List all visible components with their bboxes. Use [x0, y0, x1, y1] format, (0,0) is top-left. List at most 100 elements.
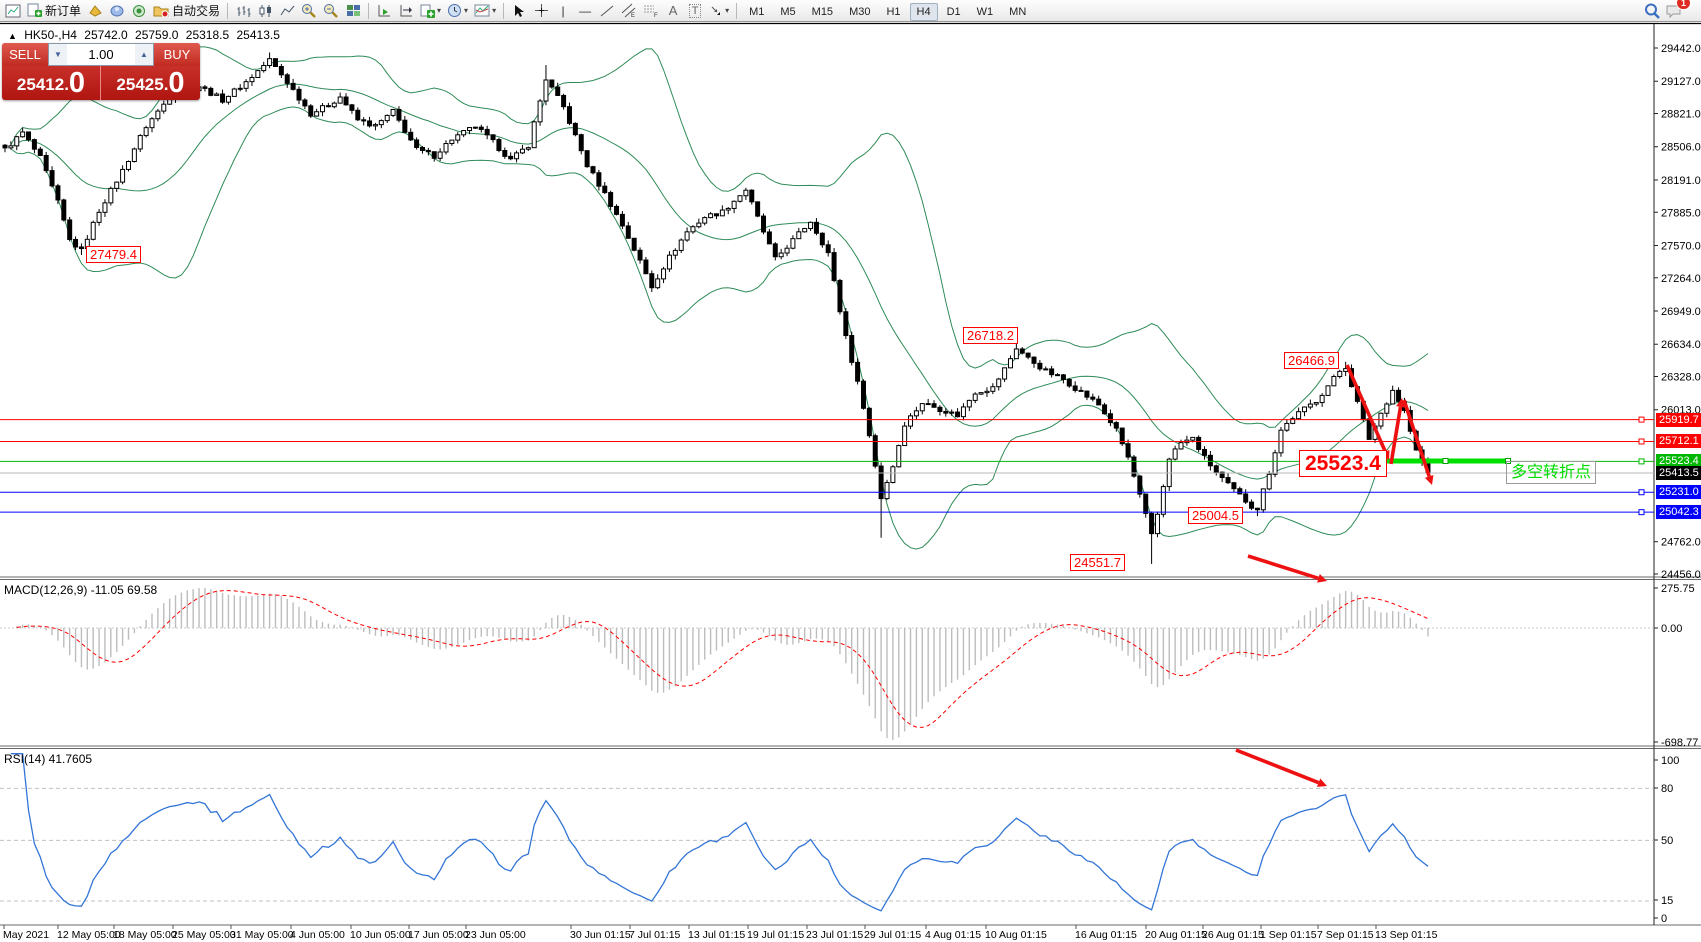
trend-arrow[interactable] — [1402, 399, 1431, 478]
buy-price[interactable]: 25425. 0 — [116, 67, 185, 99]
trend-arrow[interactable] — [1389, 406, 1403, 465]
svg-text:50: 50 — [1661, 835, 1673, 847]
new-order-button[interactable]: 新订单 — [24, 1, 84, 21]
svg-text:May 2021: May 2021 — [3, 929, 49, 941]
svg-text:15: 15 — [1661, 895, 1673, 907]
indicators-icon — [420, 4, 436, 18]
search-icon[interactable] — [1641, 1, 1663, 21]
line-handle[interactable] — [1638, 416, 1645, 423]
price-label[interactable]: 26718.2 — [963, 327, 1018, 344]
timeframe-H4[interactable]: H4 — [909, 2, 938, 21]
volume-increase-button[interactable]: ▲ — [135, 44, 153, 65]
line-chart-icon[interactable] — [276, 1, 298, 21]
fibonacci-icon[interactable]: F — [640, 1, 662, 21]
trendline-icon[interactable] — [596, 1, 618, 21]
timeframe-M15[interactable]: M15 — [811, 5, 834, 18]
autotrade-button[interactable]: 自动交易 — [150, 1, 223, 21]
cursor-icon[interactable] — [508, 1, 530, 21]
autotrade-icon — [153, 6, 169, 17]
trend-arrow[interactable] — [1235, 748, 1320, 785]
crosshair-icon[interactable] — [530, 1, 552, 21]
notification-badge: 1 — [1675, 0, 1691, 10]
svg-text:29127.0: 29127.0 — [1661, 76, 1701, 88]
timeframe-M5[interactable]: M5 — [780, 5, 796, 18]
price-line-tag: 25919.7 — [1656, 412, 1701, 427]
chart-ohlc-header: ▲ HK50-,H4 25742.0 25759.0 25318.5 25413… — [8, 28, 284, 42]
svg-text:28506.0: 28506.0 — [1661, 142, 1701, 154]
chart-shift-icon[interactable] — [395, 1, 417, 21]
volume-value[interactable]: 1.00 — [88, 47, 114, 62]
svg-text:E: E — [631, 13, 635, 18]
zoom-out-icon[interactable] — [320, 1, 342, 21]
data-window-icon[interactable] — [106, 1, 128, 21]
price-line-tag: 25523.4 — [1656, 454, 1701, 469]
price-label[interactable]: 26466.9 — [1284, 352, 1339, 369]
timeframe-W1[interactable]: W1 — [976, 5, 994, 18]
ohlc-low: 25318.5 — [185, 28, 230, 42]
navigator-icon[interactable] — [128, 1, 150, 21]
current-price-tag: 25413.5 — [1656, 465, 1701, 480]
price-label[interactable]: 25523.4 — [1299, 450, 1387, 477]
macd-pane-label: MACD(12,26,9) -11.05 69.58 — [4, 583, 158, 597]
svg-text:29 Jul 01:15: 29 Jul 01:15 — [864, 929, 921, 941]
periods-button[interactable]: ▾ — [444, 1, 471, 21]
svg-text:10 Jun 05:00: 10 Jun 05:00 — [350, 929, 411, 941]
timeframe-MN[interactable]: MN — [1009, 5, 1027, 18]
timeframe-D1[interactable]: D1 — [946, 5, 961, 18]
line-handle[interactable] — [1638, 509, 1645, 516]
periods-icon — [448, 4, 462, 17]
buy-button[interactable]: BUY — [154, 43, 200, 66]
ohlc-high: 25759.0 — [135, 28, 179, 42]
price-label[interactable]: 27479.4 — [86, 246, 141, 263]
svg-text:24762.0: 24762.0 — [1661, 537, 1701, 549]
timeframe-H1[interactable]: H1 — [886, 5, 901, 18]
annotation-note[interactable]: 多空转折点 — [1506, 461, 1597, 484]
sell-button[interactable]: SELL — [2, 43, 48, 66]
svg-text:13 Jul 01:15: 13 Jul 01:15 — [688, 929, 745, 941]
vertical-line-icon[interactable]: | — [561, 3, 565, 18]
trend-arrow[interactable] — [1345, 364, 1388, 453]
volume-decrease-button[interactable]: ▼ — [49, 44, 67, 65]
auto-scroll-icon[interactable] — [373, 1, 395, 21]
toolbar-separator — [227, 2, 229, 19]
toolbar-separator — [368, 2, 370, 19]
text-label-icon[interactable]: T — [684, 1, 706, 21]
candlestick-chart-icon[interactable] — [254, 1, 276, 21]
timeframe-M30[interactable]: M30 — [849, 5, 871, 18]
price-label[interactable]: 25004.5 — [1188, 507, 1243, 524]
collapse-panel-icon[interactable]: ▲ — [8, 31, 17, 41]
line-handle[interactable] — [1638, 489, 1645, 496]
shapes-button[interactable]: ▾ — [706, 1, 732, 21]
svg-text:7 Jul 01:15: 7 Jul 01:15 — [629, 929, 681, 941]
svg-text:23 Jun 05:00: 23 Jun 05:00 — [465, 929, 526, 941]
horizontal-line-icon[interactable]: — — [579, 3, 592, 18]
symbol-period: HK50-,H4 — [24, 28, 77, 42]
text-icon[interactable]: A — [668, 3, 678, 18]
svg-text:12 May 05:00: 12 May 05:00 — [57, 929, 121, 941]
price-line-tag: 25231.0 — [1656, 485, 1701, 500]
trend-arrow[interactable] — [1247, 554, 1319, 581]
svg-text:16 Aug 01:15: 16 Aug 01:15 — [1075, 929, 1137, 941]
bars-chart-icon[interactable] — [232, 1, 254, 21]
line-handle[interactable] — [1638, 458, 1645, 465]
shapes-icon — [711, 6, 721, 15]
zoom-in-icon[interactable] — [298, 1, 320, 21]
notifications-icon[interactable]: 1 — [1663, 0, 1691, 21]
tile-windows-icon[interactable] — [342, 1, 364, 21]
chevron-down-icon: ▾ — [464, 6, 469, 15]
svg-text:13 Sep 01:15: 13 Sep 01:15 — [1375, 929, 1438, 941]
line-handle[interactable] — [1638, 438, 1645, 445]
price-label[interactable]: 24551.7 — [1070, 554, 1125, 571]
svg-text:18 May 05:00: 18 May 05:00 — [113, 929, 177, 941]
sell-price[interactable]: 25412. 0 — [2, 66, 101, 100]
indicators-button[interactable]: ▾ — [417, 1, 444, 21]
channel-icon[interactable]: E — [618, 1, 640, 21]
svg-text:19 Jul 01:15: 19 Jul 01:15 — [747, 929, 804, 941]
new-chart-icon[interactable] — [2, 1, 24, 21]
market-watch-icon[interactable] — [84, 1, 106, 21]
timeframe-M1[interactable]: M1 — [749, 5, 765, 18]
segment-handle[interactable] — [1442, 458, 1449, 464]
svg-text:29442.0: 29442.0 — [1661, 43, 1701, 55]
templates-button[interactable]: ▾ — [471, 1, 499, 21]
